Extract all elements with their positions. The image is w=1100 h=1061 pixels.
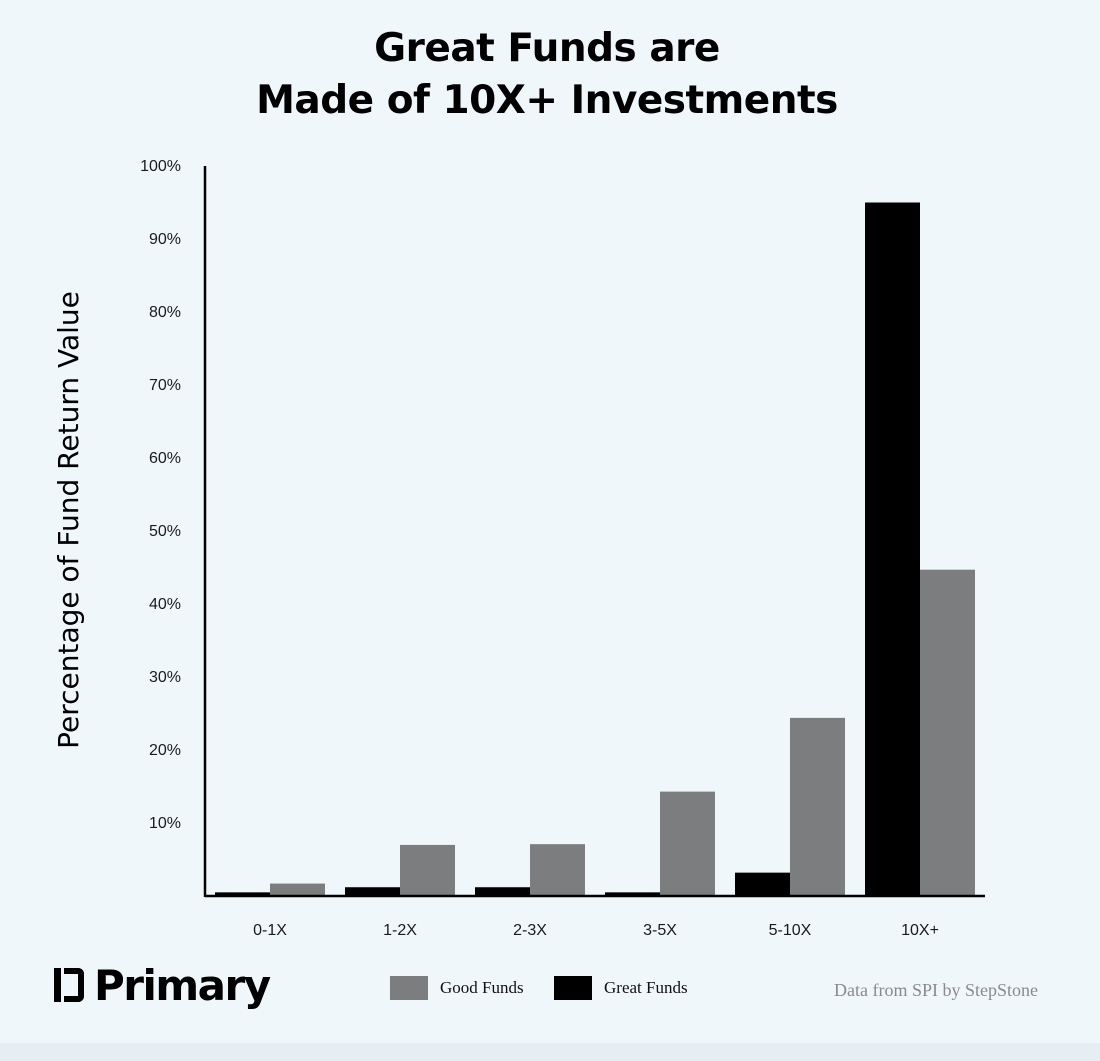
- legend-label-great-funds: Great Funds: [604, 978, 688, 997]
- y-axis-label: Percentage of Fund Return Value: [52, 291, 85, 749]
- y-tick-label: 50%: [149, 523, 181, 540]
- legend-label-good-funds: Good Funds: [440, 978, 524, 997]
- bar-great-funds: [865, 202, 920, 896]
- bar-great-funds: [735, 872, 790, 896]
- primary-logo: Primary: [54, 960, 271, 1012]
- y-tick-label: 60%: [149, 450, 181, 467]
- bar-great-funds: [215, 892, 270, 896]
- data-source-note: Data from SPI by StepStone: [834, 980, 1038, 1000]
- legend-swatch-good-funds: [390, 976, 428, 1000]
- bar-great-funds: [345, 887, 400, 896]
- y-tick-label: 30%: [149, 669, 181, 686]
- primary-logo-icon: [54, 968, 90, 1004]
- y-tick-label: 90%: [149, 231, 181, 248]
- legend-swatch-great-funds: [554, 976, 592, 1000]
- chart-title-line-1: Great Funds are: [374, 26, 720, 71]
- bottom-strip: [0, 1043, 1100, 1061]
- y-tick-label: 70%: [149, 377, 181, 394]
- chart-title-line-2: Made of 10X+ Investments: [256, 78, 838, 123]
- primary-logo-text: Primary: [94, 961, 271, 1010]
- bar-good-funds: [270, 883, 325, 896]
- legend-item-good-funds: Good Funds: [390, 976, 524, 1000]
- y-tick-label: 20%: [149, 742, 181, 759]
- bar-good-funds: [790, 717, 845, 896]
- x-tick-label: 3-5X: [643, 922, 677, 939]
- legend-item-great-funds: Great Funds: [554, 976, 688, 1000]
- x-tick-labels: 0-1X 1-2X 2-3X 3-5X 5-10X 10X+: [253, 922, 939, 939]
- bar-good-funds: [660, 791, 715, 896]
- x-tick-label: 1-2X: [383, 922, 417, 939]
- y-tick-label: 40%: [149, 596, 181, 613]
- bar-great-funds: [605, 892, 660, 896]
- bar-good-funds: [400, 844, 455, 896]
- bar-good-funds: [530, 844, 585, 896]
- x-tick-label: 5-10X: [769, 922, 812, 939]
- y-tick-labels: 10% 20% 30% 40% 50% 60% 70% 80% 90% 100%: [140, 158, 181, 832]
- y-tick-label: 80%: [149, 304, 181, 321]
- bar-good-funds: [920, 569, 975, 896]
- y-tick-label: 100%: [140, 158, 181, 175]
- x-tick-label: 0-1X: [253, 922, 287, 939]
- bar-chart: Percentage of Fund Return Value 10% 20% 30…: [52, 158, 985, 939]
- bars: [215, 202, 975, 896]
- x-tick-label: 2-3X: [513, 922, 547, 939]
- bar-great-funds: [475, 887, 530, 896]
- y-tick-label: 10%: [149, 815, 181, 832]
- x-tick-label: 10X+: [901, 922, 939, 939]
